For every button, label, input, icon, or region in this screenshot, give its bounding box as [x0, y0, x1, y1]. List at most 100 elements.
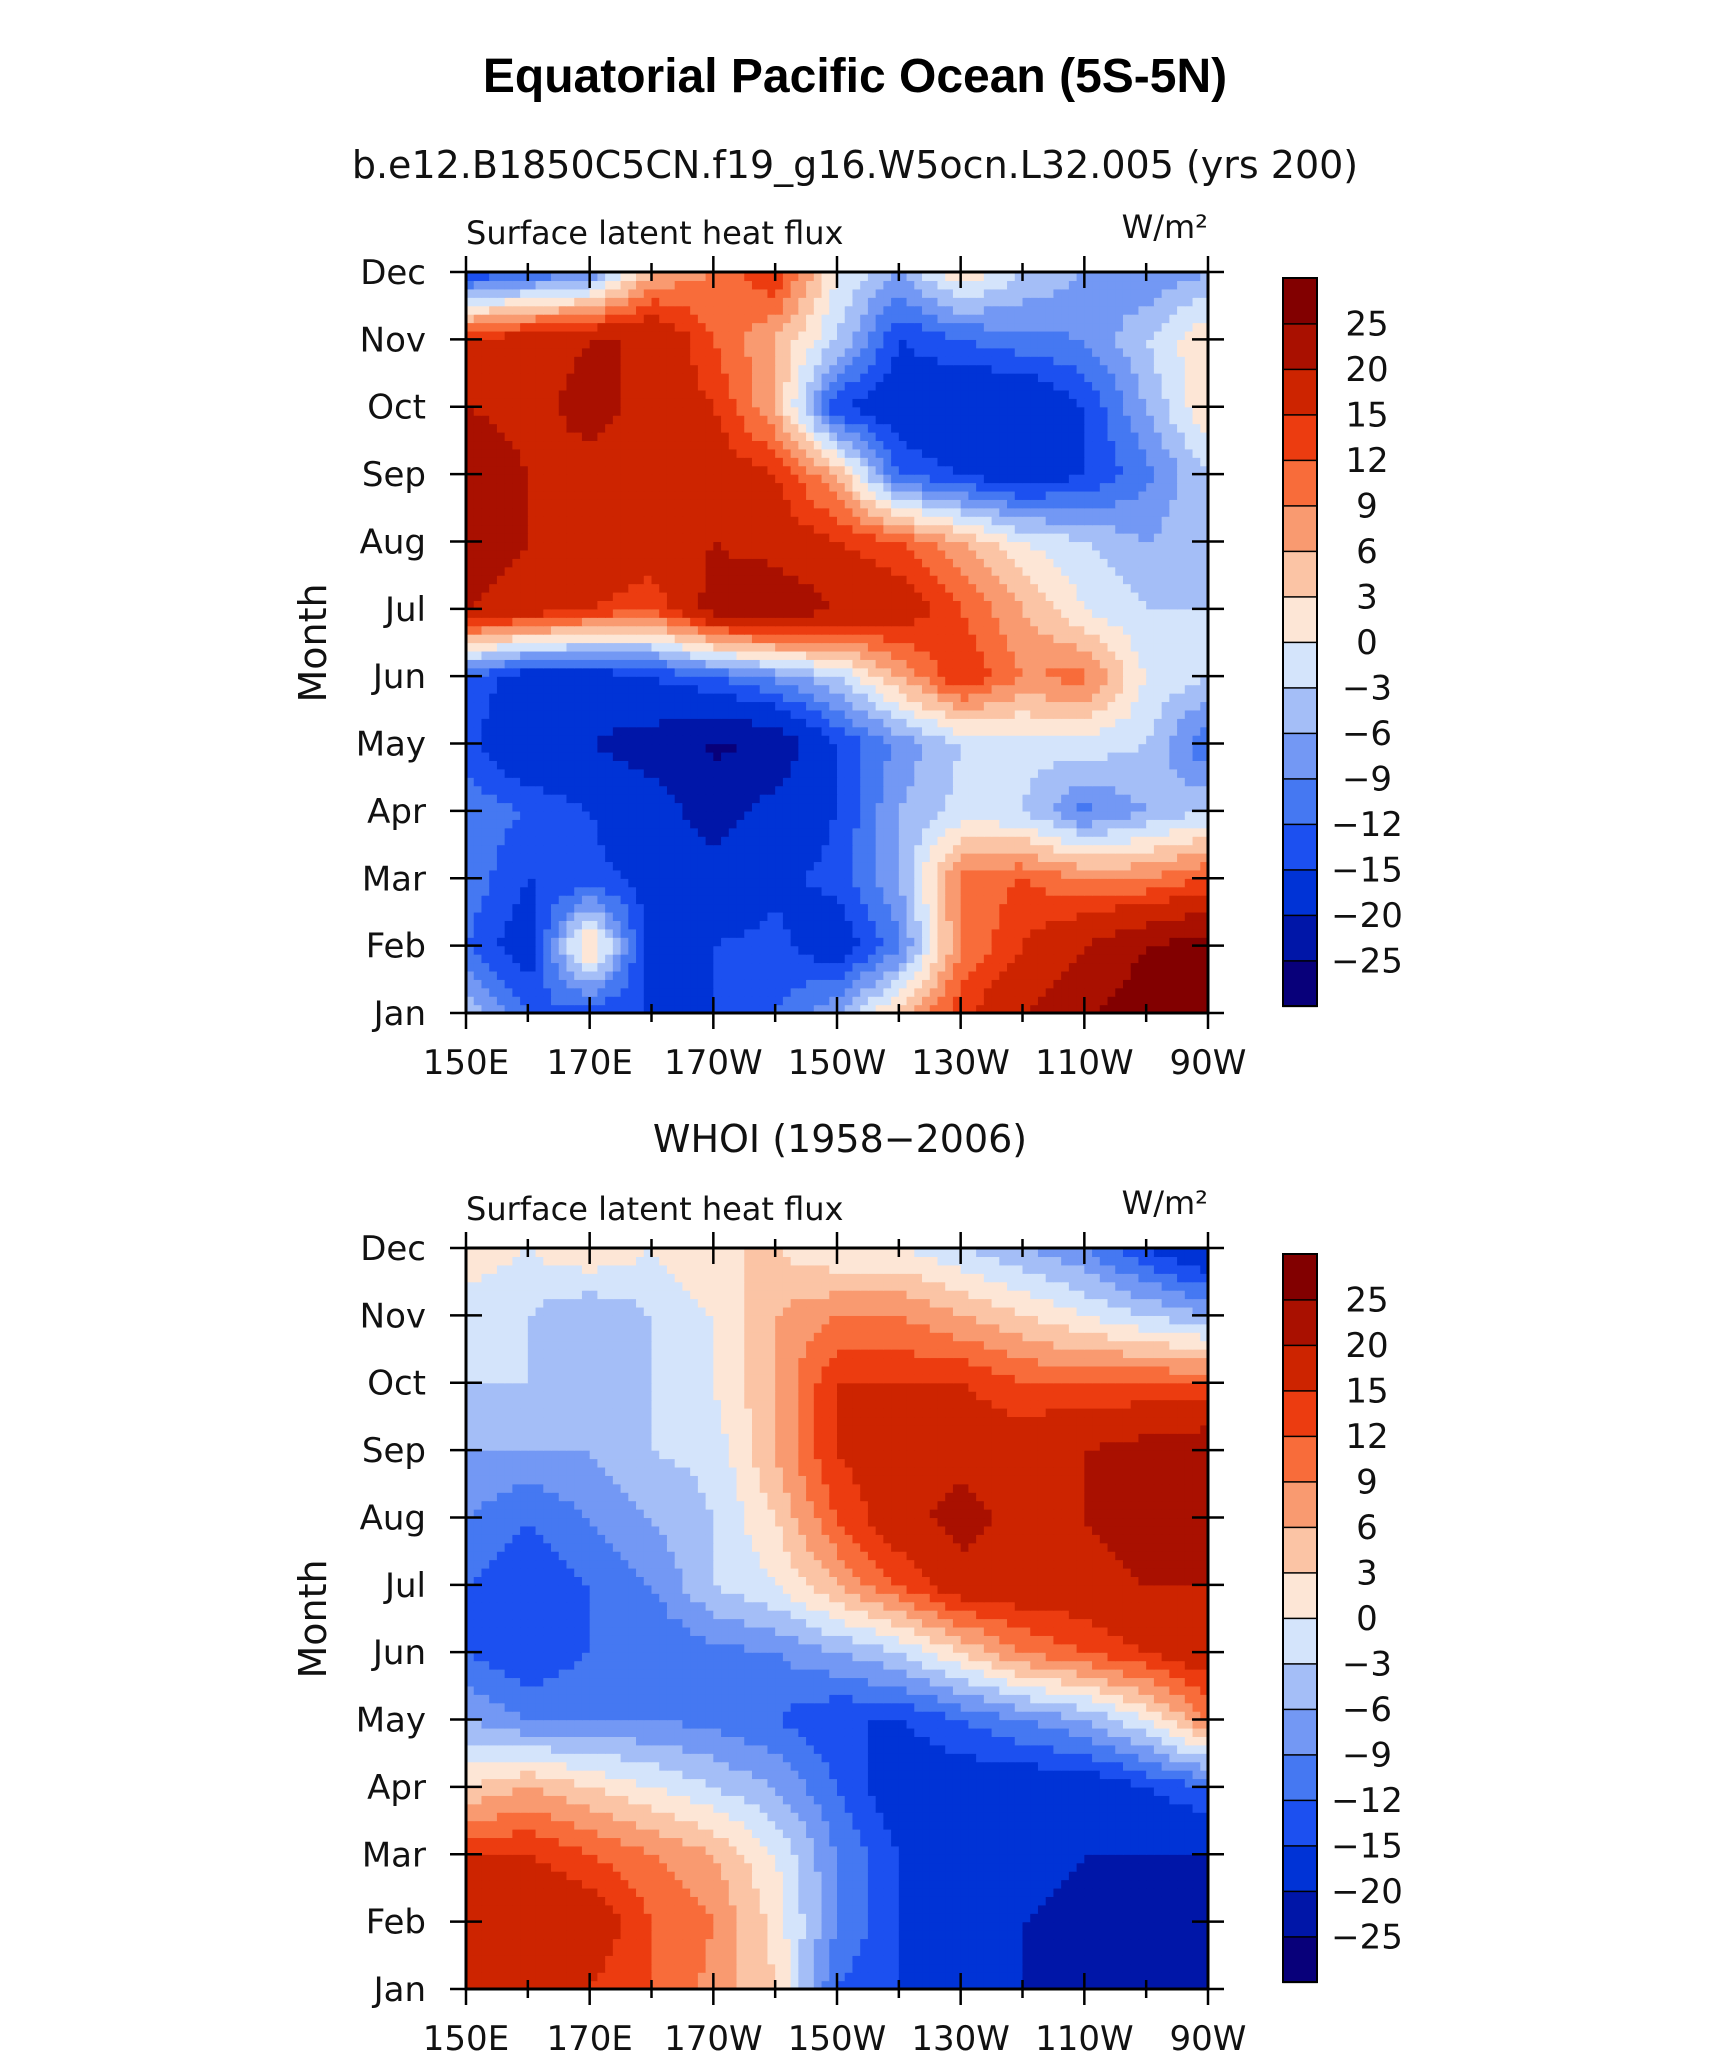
- heatmap-cell: [666, 709, 676, 719]
- heatmap-cell: [1037, 903, 1047, 913]
- heatmap-cell: [914, 608, 923, 618]
- heatmap-cell: [1192, 903, 1201, 913]
- heatmap-cell: [744, 911, 753, 921]
- heatmap-cell: [690, 954, 699, 964]
- heatmap-cell: [782, 625, 792, 635]
- heatmap-cell: [1045, 726, 1055, 736]
- heatmap-cell: [473, 591, 483, 601]
- heatmap-cell: [659, 667, 668, 677]
- heatmap-cell: [929, 709, 939, 719]
- heatmap-cell: [1146, 735, 1155, 745]
- heatmap-cell: [922, 861, 931, 871]
- heatmap-cell: [952, 878, 962, 888]
- heatmap-cell: [1092, 693, 1101, 703]
- heatmap-cell: [751, 768, 761, 778]
- heatmap-cell: [551, 878, 560, 888]
- heatmap-cell: [597, 861, 606, 871]
- heatmap-cell: [837, 659, 846, 669]
- heatmap-cell: [952, 684, 962, 694]
- heatmap-cell: [1053, 693, 1062, 703]
- heatmap-cell: [636, 751, 645, 761]
- heatmap-cell: [581, 726, 591, 736]
- heatmap-cell: [844, 987, 854, 997]
- heatmap-cell: [922, 970, 931, 980]
- heatmap-cell: [837, 962, 846, 972]
- heatmap-cell: [1092, 827, 1101, 837]
- heatmap-cell: [1200, 650, 1208, 660]
- heatmap-cell: [922, 726, 931, 736]
- heatmap-cell: [566, 676, 575, 686]
- heatmap-cell: [643, 600, 653, 610]
- heatmap-cell: [1169, 718, 1178, 728]
- heatmap-cell: [813, 819, 823, 829]
- heatmap-cell: [512, 836, 521, 846]
- heatmap-cell: [690, 886, 699, 896]
- heatmap-cell: [1184, 634, 1194, 644]
- heatmap-cell: [636, 735, 645, 745]
- heatmap-cell: [744, 937, 753, 947]
- heatmap-cell: [1068, 903, 1078, 913]
- heatmap-cell: [983, 954, 993, 964]
- heatmap-cell: [1161, 785, 1170, 795]
- heatmap-cell: [914, 878, 923, 888]
- heatmap-cell: [736, 903, 745, 913]
- heatmap-cell: [589, 836, 598, 846]
- heatmap-cell: [837, 726, 846, 736]
- heatmap-cell: [790, 987, 799, 997]
- heatmap-cell: [1161, 693, 1170, 703]
- heatmap-cell: [605, 861, 614, 871]
- heatmap-cell: [929, 726, 939, 736]
- heatmap-cell: [867, 751, 877, 761]
- heatmap-cell: [728, 583, 738, 593]
- heatmap-cell: [759, 743, 769, 753]
- heatmap-cell: [643, 844, 653, 854]
- heatmap-cell: [589, 928, 598, 938]
- heatmap-cell: [1014, 937, 1024, 947]
- heatmap-cell: [589, 726, 598, 736]
- heatmap-cell: [636, 777, 645, 787]
- heatmap-cell: [705, 928, 714, 938]
- heatmap-cell: [929, 819, 939, 829]
- heatmap-cell: [1169, 996, 1178, 1006]
- heatmap-cell: [574, 600, 583, 610]
- heatmap-cell: [782, 608, 792, 618]
- heatmap-cell: [875, 642, 884, 652]
- heatmap-cell: [860, 600, 869, 610]
- heatmap-cell: [1115, 853, 1124, 863]
- heatmap-cell: [520, 768, 529, 778]
- heatmap-cell: [991, 777, 1000, 787]
- heatmap-cell: [798, 970, 807, 980]
- heatmap-cell: [713, 735, 722, 745]
- heatmap-cell: [473, 760, 483, 770]
- heatmap-cell: [922, 777, 931, 787]
- heatmap-cell: [636, 987, 645, 997]
- heatmap-cell: [1153, 920, 1163, 930]
- heatmap-cell: [1138, 693, 1147, 703]
- heatmap-cell: [612, 895, 622, 905]
- heatmap-cell: [1092, 895, 1101, 905]
- heatmap-cell: [968, 642, 977, 652]
- heatmap-cell: [798, 709, 807, 719]
- heatmap-cell: [952, 777, 962, 787]
- heatmap-cell: [867, 886, 877, 896]
- heatmap-cell: [1130, 970, 1140, 980]
- heatmap-cell: [1053, 836, 1062, 846]
- heatmap-cell: [481, 642, 490, 652]
- heatmap-cell: [976, 886, 985, 896]
- heatmap-cell: [759, 777, 769, 787]
- heatmap-cell: [1184, 777, 1194, 787]
- heatmap-cell: [813, 844, 823, 854]
- heatmap-cell: [937, 996, 946, 1006]
- heatmap-cell: [790, 701, 799, 711]
- heatmap-cell: [721, 735, 730, 745]
- heatmap-cell: [821, 608, 830, 618]
- heatmap-cell: [736, 810, 745, 820]
- heatmap-cell: [527, 642, 537, 652]
- heatmap-cell: [690, 600, 699, 610]
- heatmap-cell: [1184, 962, 1194, 972]
- heatmap-cell: [721, 844, 730, 854]
- heatmap-cell: [1107, 625, 1116, 635]
- heatmap-cell: [852, 608, 861, 618]
- heatmap-cell: [968, 945, 977, 955]
- heatmap-cell: [968, 869, 977, 879]
